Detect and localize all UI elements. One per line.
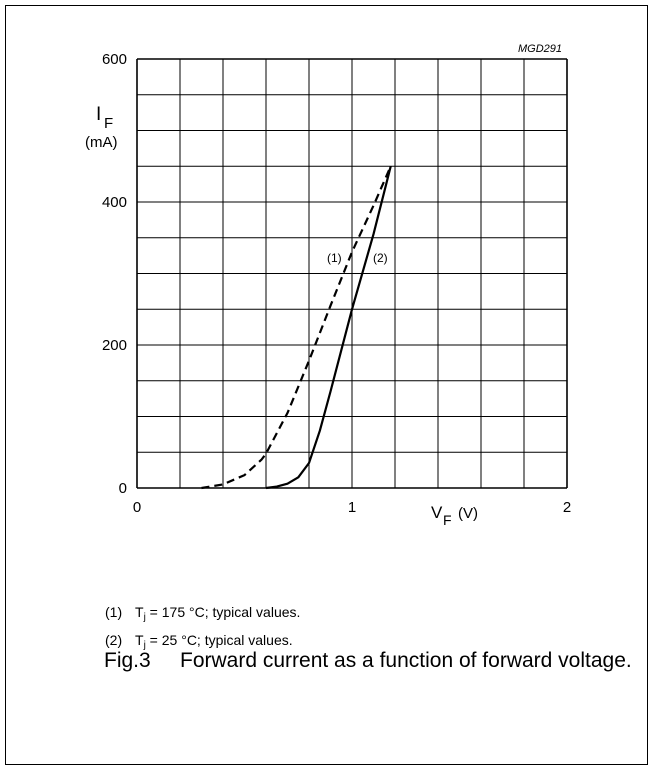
x-axis-label: V <box>431 503 443 522</box>
legend-2-symbol: T <box>135 632 144 648</box>
y-axis-unit: (mA) <box>85 134 118 151</box>
y-axis-label: I <box>96 104 101 125</box>
y-tick-label: 0 <box>119 480 127 497</box>
y-tick-label: 600 <box>102 51 127 68</box>
legend-1-text: = 175 °C; typical values. <box>145 604 301 620</box>
x-tick-label: 0 <box>133 499 141 516</box>
series-line-2 <box>265 166 392 490</box>
y-tick-label: 400 <box>102 194 127 211</box>
caption-figure-number: Fig.3 <box>104 649 151 672</box>
x-axis-unit: (V) <box>458 505 478 522</box>
chart-grid <box>136 58 568 489</box>
legend-1-number: (1) <box>105 604 123 620</box>
y-axis-label-subscript: F <box>104 115 113 132</box>
legend-2-text: = 25 °C; typical values. <box>145 632 293 648</box>
legend-item-2: (2) Tj = 25 °C; typical values. <box>105 632 293 651</box>
y-tick-label: 200 <box>102 337 127 354</box>
legend-2-number: (2) <box>105 632 123 648</box>
legend-item-1: (1) Tj = 175 °C; typical values. <box>105 604 301 623</box>
figure-code: MGD291 <box>518 43 562 55</box>
figure-frame <box>5 5 648 765</box>
x-axis-label-subscript: F <box>443 512 452 528</box>
x-tick-label: 1 <box>348 499 356 516</box>
series-line-1 <box>201 165 392 490</box>
caption-text: Forward current as a function of forward… <box>180 649 632 672</box>
x-tick-label: 2 <box>563 499 571 516</box>
legend-1-subscript: j <box>143 612 146 623</box>
series-2-annotation: (2) <box>373 251 388 265</box>
series-1-annotation: (1) <box>327 251 342 265</box>
legend-1-symbol: T <box>135 604 144 620</box>
chart-curves <box>201 165 392 490</box>
legend-2-subscript: j <box>143 640 146 651</box>
